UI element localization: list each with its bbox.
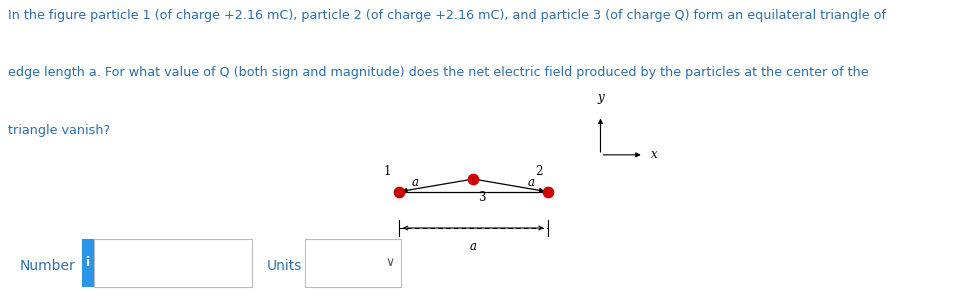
FancyBboxPatch shape [305, 239, 401, 287]
Point [392, 189, 407, 194]
Text: Number: Number [19, 259, 75, 273]
Text: 1: 1 [384, 165, 392, 178]
Text: triangle vanish?: triangle vanish? [8, 124, 109, 137]
Text: i: i [85, 256, 90, 269]
Text: 3: 3 [478, 191, 486, 204]
Text: a: a [528, 176, 535, 189]
Text: In the figure particle 1 (of charge +2.16 mC), particle 2 (of charge +2.16 mC), : In the figure particle 1 (of charge +2.1… [8, 9, 886, 22]
Point [540, 189, 555, 194]
Text: a: a [469, 240, 477, 253]
FancyBboxPatch shape [94, 239, 252, 287]
Text: a: a [412, 176, 419, 189]
Text: x: x [652, 148, 658, 161]
Point [466, 177, 481, 182]
Text: ∨: ∨ [385, 256, 395, 269]
Text: edge length a. For what value of Q (both sign and magnitude) does the net electr: edge length a. For what value of Q (both… [8, 66, 868, 79]
FancyBboxPatch shape [82, 239, 94, 287]
Text: Units: Units [267, 259, 302, 273]
Text: 2: 2 [536, 165, 543, 178]
Text: y: y [597, 91, 604, 104]
